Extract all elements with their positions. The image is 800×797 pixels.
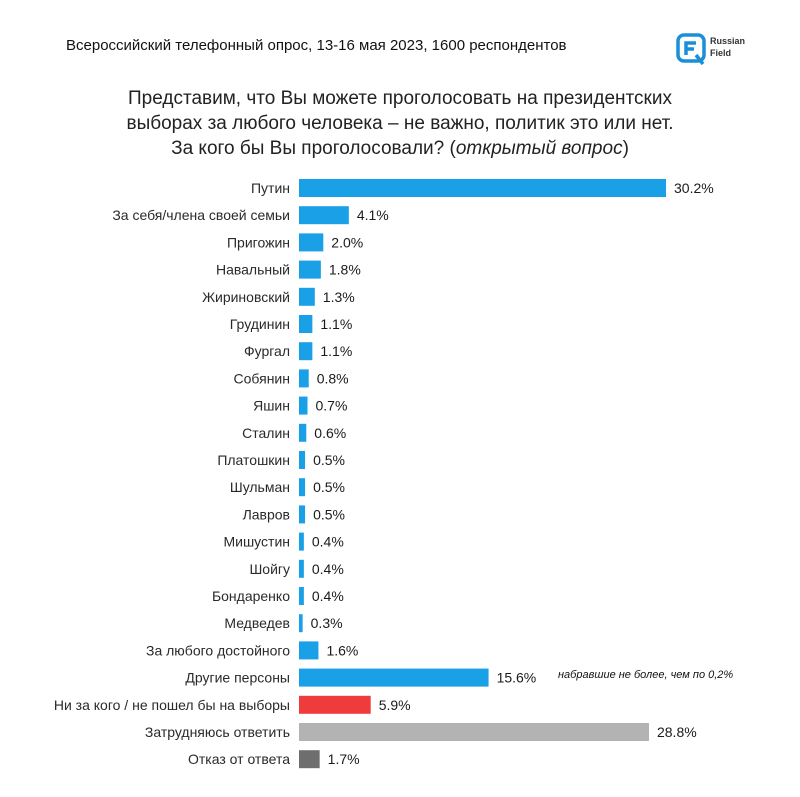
- question-line-3: За кого бы Вы проголосовали? (открытый в…: [40, 136, 760, 161]
- value-label: 0.4%: [312, 588, 344, 604]
- category-label: Платошкин: [217, 452, 290, 468]
- bar: [299, 641, 319, 660]
- category-label: Бондаренко: [212, 588, 290, 604]
- value-label: 1.1%: [320, 316, 352, 332]
- bar: [299, 668, 489, 687]
- category-label: Сталин: [242, 425, 290, 441]
- bar: [299, 260, 321, 279]
- category-label: Затрудняюсь ответить: [145, 724, 290, 740]
- bar: [299, 206, 349, 225]
- category-label: Шойгу: [249, 561, 290, 577]
- question-line-2: выборах за любого человека – не важно, п…: [126, 113, 674, 134]
- category-label: Собянин: [234, 370, 290, 386]
- bar: [299, 505, 306, 524]
- logo-line-2: Field: [710, 48, 732, 58]
- category-label: Фургал: [244, 343, 290, 359]
- value-label: 0.5%: [313, 452, 345, 468]
- category-label: Яшин: [253, 398, 290, 414]
- category-label: Медведев: [224, 615, 290, 631]
- category-label: Другие персоны: [185, 670, 290, 686]
- category-label: Отказ от ответа: [188, 751, 290, 767]
- question-text: Представим, что Вы можете проголосовать …: [40, 86, 760, 161]
- value-label: 1.3%: [323, 289, 355, 305]
- bar: [299, 614, 303, 633]
- value-label: 1.8%: [329, 262, 361, 278]
- category-label: Мишустин: [223, 534, 290, 550]
- value-label: 15.6%: [497, 670, 537, 686]
- question-line-3-end: ): [622, 138, 629, 159]
- value-label: 0.8%: [317, 370, 349, 386]
- bar: [299, 478, 306, 497]
- category-label: За любого достойного: [146, 642, 290, 658]
- value-label: 1.6%: [326, 642, 358, 658]
- survey-info: Всероссийский телефонный опрос, 13-16 ма…: [66, 37, 567, 54]
- value-label: 1.1%: [320, 343, 352, 359]
- other-persons-note: набравшие не более, чем по 0,2%: [558, 669, 734, 681]
- bar: [299, 559, 304, 578]
- value-label: 0.4%: [312, 534, 344, 550]
- value-label: 1.7%: [328, 751, 360, 767]
- bar: [299, 587, 304, 605]
- category-label: Грудинин: [230, 316, 290, 332]
- category-label: Жириновский: [202, 289, 290, 305]
- category-label: Лавров: [243, 506, 290, 522]
- category-label: Навальный: [216, 262, 290, 278]
- category-label: За себя/члена своей семьи: [112, 207, 290, 223]
- russian-field-logo-icon: [676, 33, 706, 66]
- category-label: Шульман: [230, 479, 290, 495]
- category-label: Путин: [251, 180, 290, 196]
- bar: [299, 695, 371, 714]
- bar: [299, 723, 649, 741]
- bar: [299, 233, 324, 252]
- question-line-3-main: За кого бы Вы проголосовали? (: [171, 138, 456, 159]
- value-label: 0.4%: [312, 561, 344, 577]
- value-label: 0.6%: [314, 425, 346, 441]
- question-line-3-italic: открытый вопрос: [455, 138, 623, 159]
- value-label: 0.7%: [316, 398, 348, 414]
- bar: [299, 179, 666, 197]
- value-label: 0.5%: [313, 479, 345, 495]
- bar: [299, 369, 309, 388]
- category-label: Пригожин: [227, 234, 290, 250]
- value-label: 0.5%: [313, 506, 345, 522]
- value-label: 0.3%: [311, 615, 343, 631]
- value-label: 2.0%: [331, 234, 363, 250]
- bar: [299, 396, 308, 415]
- bar: [299, 287, 315, 306]
- question-line-1: Представим, что Вы можете проголосовать …: [128, 88, 672, 109]
- bar: [299, 750, 320, 769]
- bar: [299, 315, 313, 333]
- bar: [299, 451, 306, 469]
- logo-line-1: Russian: [710, 36, 746, 46]
- category-label: Ни за кого / не пошел бы на выборы: [54, 697, 290, 713]
- value-label: 4.1%: [357, 207, 389, 223]
- russian-field-logo: Russian Field: [676, 33, 756, 67]
- bar: [299, 532, 304, 551]
- value-label: 28.8%: [657, 724, 697, 740]
- value-label: 30.2%: [674, 180, 714, 196]
- bar: [299, 423, 307, 442]
- value-label: 5.9%: [379, 697, 411, 713]
- bar: [299, 342, 313, 361]
